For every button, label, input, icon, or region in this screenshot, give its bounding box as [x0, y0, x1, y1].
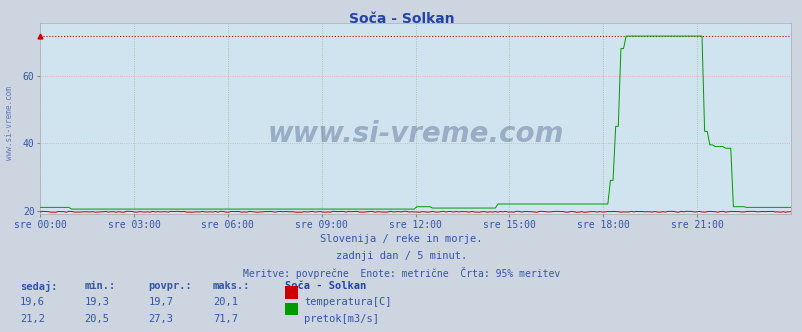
Text: 27,3: 27,3 — [148, 314, 173, 324]
Text: sedaj:: sedaj: — [20, 281, 58, 291]
Text: Soča - Solkan: Soča - Solkan — [285, 281, 366, 290]
Text: www.si-vreme.com: www.si-vreme.com — [267, 120, 563, 148]
Text: Slovenija / reke in morje.: Slovenija / reke in morje. — [320, 234, 482, 244]
Text: 19,3: 19,3 — [84, 297, 109, 307]
Text: maks.:: maks.: — [213, 281, 250, 290]
Text: 71,7: 71,7 — [213, 314, 237, 324]
Text: 20,5: 20,5 — [84, 314, 109, 324]
Text: Soča - Solkan: Soča - Solkan — [348, 12, 454, 26]
Text: www.si-vreme.com: www.si-vreme.com — [5, 86, 14, 160]
Text: 21,2: 21,2 — [20, 314, 45, 324]
Text: min.:: min.: — [84, 281, 115, 290]
Text: 19,7: 19,7 — [148, 297, 173, 307]
Text: 20,1: 20,1 — [213, 297, 237, 307]
Text: povpr.:: povpr.: — [148, 281, 192, 290]
Text: pretok[m3/s]: pretok[m3/s] — [304, 314, 379, 324]
Text: zadnji dan / 5 minut.: zadnji dan / 5 minut. — [335, 251, 467, 261]
Text: 19,6: 19,6 — [20, 297, 45, 307]
Text: temperatura[C]: temperatura[C] — [304, 297, 391, 307]
Text: Meritve: povprečne  Enote: metrične  Črta: 95% meritev: Meritve: povprečne Enote: metrične Črta:… — [242, 267, 560, 279]
